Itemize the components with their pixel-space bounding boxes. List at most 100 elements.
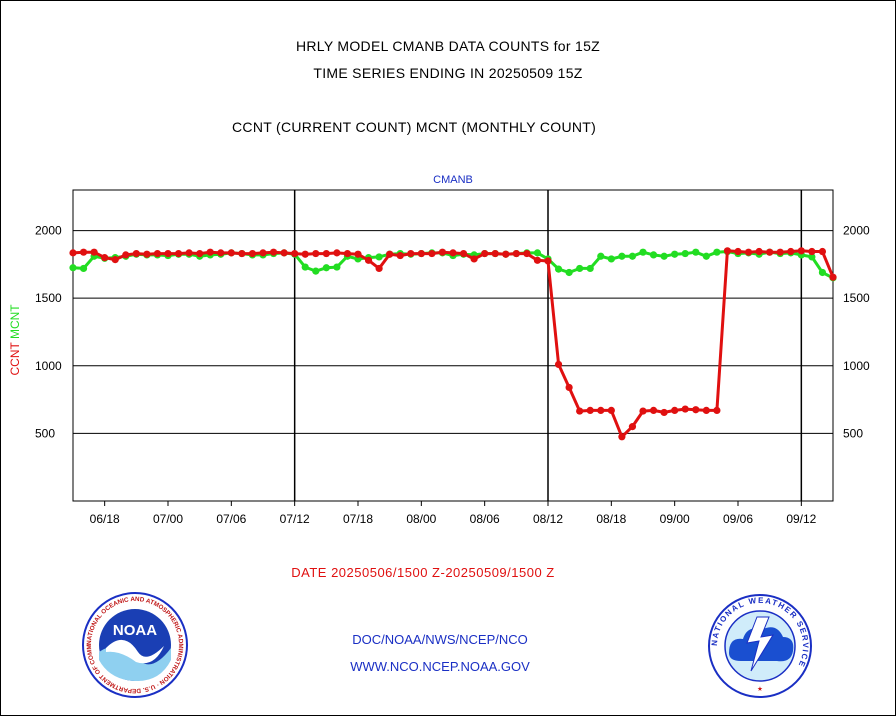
x-tick-label: 07/18 bbox=[343, 512, 373, 526]
y-tick-label-left: 500 bbox=[35, 426, 55, 440]
ccnt-point bbox=[523, 249, 531, 258]
ccnt-point bbox=[407, 249, 415, 258]
mcnt-point bbox=[660, 252, 668, 260]
ccnt-point bbox=[671, 406, 679, 415]
ccnt-point bbox=[649, 406, 658, 415]
ccnt-point bbox=[280, 249, 288, 257]
ccnt-point bbox=[248, 249, 257, 258]
ccnt-point bbox=[217, 249, 225, 257]
ccnt-point bbox=[122, 251, 130, 259]
y-axis-label-mcnt: MCNT bbox=[8, 304, 22, 339]
x-tick-label: 08/12 bbox=[533, 512, 563, 526]
mcnt-point bbox=[312, 267, 320, 275]
ccnt-point bbox=[196, 249, 204, 258]
ccnt-point bbox=[628, 423, 637, 431]
y-tick-label-left: 1500 bbox=[35, 291, 62, 305]
x-tick-label: 07/00 bbox=[153, 512, 183, 526]
ccnt-point bbox=[417, 249, 425, 258]
y-tick-label-right: 1000 bbox=[843, 359, 870, 373]
y-axis-label: CCNT MCNT bbox=[8, 304, 22, 376]
data-count-chart: 500 500 1000 1000 1500 1500 2000 2000 06/18 07/00… bbox=[8, 174, 870, 526]
mcnt-point bbox=[671, 250, 679, 258]
mcnt-point bbox=[692, 248, 700, 256]
x-tick-label: 07/06 bbox=[216, 512, 246, 526]
mcnt-point bbox=[333, 263, 341, 271]
ccnt-point bbox=[776, 248, 784, 256]
mcnt-point bbox=[808, 253, 816, 261]
ccnt-point bbox=[259, 249, 267, 257]
mcnt-point bbox=[628, 252, 637, 260]
ccnt-point bbox=[449, 249, 457, 257]
mcnt-point bbox=[586, 264, 594, 273]
ccnt-point bbox=[618, 433, 626, 441]
ccnt-point bbox=[607, 406, 615, 415]
ccnt-point bbox=[502, 250, 510, 258]
ccnt-point bbox=[481, 249, 489, 258]
ccnt-point bbox=[111, 256, 119, 264]
mcnt-point bbox=[322, 264, 330, 272]
x-tick-label: 09/00 bbox=[660, 512, 690, 526]
ccnt-point bbox=[554, 360, 563, 369]
mcnt-point bbox=[607, 255, 615, 263]
mcnt-point bbox=[554, 265, 563, 273]
ccnt-point bbox=[90, 248, 98, 256]
ccnt-point bbox=[766, 248, 774, 256]
ccnt-point bbox=[565, 383, 573, 392]
ccnt-point bbox=[533, 256, 542, 264]
y-tick-label-left: 2000 bbox=[35, 224, 62, 238]
y-tick-label-right: 1500 bbox=[843, 291, 870, 305]
ccnt-point bbox=[322, 249, 330, 258]
ccnt-point bbox=[375, 264, 383, 273]
date-range-label: DATE 20250506/1500 Z-20250509/1500 Z bbox=[291, 565, 555, 580]
ccnt-point bbox=[301, 250, 309, 258]
ccnt-point bbox=[333, 249, 341, 257]
ccnt-point bbox=[544, 257, 552, 265]
ccnt-point bbox=[153, 249, 162, 258]
credit-line-website[interactable]: WWW.NCO.NCEP.NOAA.GOV bbox=[350, 659, 530, 674]
x-tick-label: 09/06 bbox=[723, 512, 753, 526]
ccnt-point bbox=[755, 247, 763, 256]
mcnt-point bbox=[533, 249, 542, 257]
ccnt-point bbox=[79, 248, 88, 256]
ccnt-point bbox=[269, 248, 278, 256]
x-tick-label: 09/12 bbox=[786, 512, 816, 526]
y-tick-label-left: 1000 bbox=[35, 359, 62, 373]
credit-line-doc: DOC/NOAA/NWS/NCEP/NCO bbox=[352, 632, 528, 647]
ccnt-point bbox=[787, 247, 795, 256]
ccnt-point bbox=[312, 249, 320, 258]
mcnt-point bbox=[639, 248, 647, 256]
ccnt-point bbox=[238, 249, 246, 258]
ccnt-point bbox=[734, 247, 742, 256]
ccnt-point bbox=[143, 250, 151, 258]
mcnt-point bbox=[79, 264, 88, 273]
chart-title-line2: TIME SERIES ENDING IN 20250509 15Z bbox=[313, 65, 583, 81]
ccnt-point bbox=[660, 408, 668, 417]
ccnt-point bbox=[512, 249, 520, 258]
plot-title: CMANB bbox=[433, 174, 473, 186]
nws-logo: NATIONAL WEATHER SERVICE ★ bbox=[708, 594, 812, 698]
ccnt-point bbox=[354, 250, 362, 258]
mcnt-point bbox=[818, 268, 827, 277]
mcnt-point bbox=[649, 251, 658, 259]
ccnt-point bbox=[702, 406, 710, 415]
mcnt-point bbox=[702, 252, 710, 260]
ccnt-point bbox=[438, 248, 447, 256]
x-tick-label: 07/12 bbox=[280, 512, 310, 526]
ccnt-point bbox=[692, 406, 700, 414]
ccnt-point bbox=[386, 250, 394, 258]
y-axis-label-ccnt: CCNT bbox=[8, 339, 22, 375]
plot-area-border bbox=[72, 189, 834, 502]
ccnt-point bbox=[829, 273, 837, 281]
y-tick-label-right: 500 bbox=[843, 426, 863, 440]
ccnt-point bbox=[639, 407, 647, 415]
ccnt-point bbox=[69, 249, 77, 257]
x-tick-label: 08/18 bbox=[596, 512, 626, 526]
x-tick-label: 08/00 bbox=[406, 512, 436, 526]
ccnt-point bbox=[343, 249, 352, 258]
mcnt-point bbox=[618, 252, 626, 260]
mcnt-point bbox=[565, 268, 573, 277]
ccnt-point bbox=[744, 248, 753, 256]
ccnt-point bbox=[713, 406, 721, 415]
mcnt-point bbox=[301, 263, 309, 271]
ccnt-point bbox=[101, 254, 109, 262]
